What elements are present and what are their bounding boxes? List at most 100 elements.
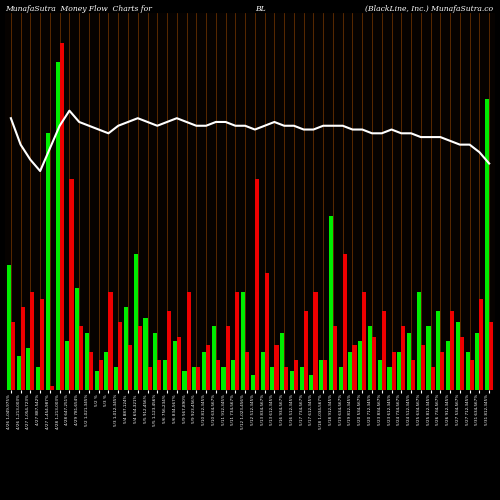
Bar bbox=[163, 360, 167, 390]
Bar bbox=[274, 344, 278, 390]
Bar bbox=[397, 352, 402, 390]
Bar bbox=[11, 322, 15, 390]
Bar bbox=[368, 326, 372, 390]
Bar bbox=[66, 341, 70, 390]
Bar bbox=[333, 326, 337, 390]
Bar bbox=[280, 334, 284, 390]
Text: (BlackLine, Inc.) MunafaSutra.co: (BlackLine, Inc.) MunafaSutra.co bbox=[365, 5, 493, 13]
Bar bbox=[255, 178, 259, 390]
Bar bbox=[348, 352, 352, 390]
Bar bbox=[158, 360, 162, 390]
Bar bbox=[118, 322, 122, 390]
Bar bbox=[226, 326, 230, 390]
Bar bbox=[421, 344, 425, 390]
Bar bbox=[60, 42, 64, 390]
Bar bbox=[270, 368, 274, 390]
Bar bbox=[177, 337, 181, 390]
Bar bbox=[466, 352, 469, 390]
Bar bbox=[134, 254, 138, 390]
Bar bbox=[290, 371, 294, 390]
Bar bbox=[470, 360, 474, 390]
Bar bbox=[358, 341, 362, 390]
Text: MunafaSutra  Money Flow  Charts for: MunafaSutra Money Flow Charts for bbox=[5, 5, 152, 13]
Bar bbox=[485, 100, 489, 390]
Bar bbox=[450, 310, 454, 390]
Bar bbox=[338, 368, 342, 390]
Bar bbox=[153, 334, 158, 390]
Bar bbox=[362, 292, 366, 390]
Bar bbox=[300, 368, 304, 390]
Bar bbox=[104, 352, 108, 390]
Bar bbox=[192, 368, 196, 390]
Bar bbox=[16, 356, 20, 390]
Bar bbox=[426, 326, 430, 390]
Bar bbox=[314, 292, 318, 390]
Bar bbox=[456, 322, 460, 390]
Bar bbox=[416, 292, 421, 390]
Bar bbox=[411, 360, 415, 390]
Bar bbox=[40, 300, 44, 390]
Bar bbox=[212, 326, 216, 390]
Bar bbox=[460, 337, 464, 390]
Bar bbox=[284, 368, 288, 390]
Bar bbox=[36, 368, 40, 390]
Bar bbox=[108, 292, 112, 390]
Bar bbox=[148, 368, 152, 390]
Bar bbox=[489, 322, 493, 390]
Bar bbox=[264, 273, 268, 390]
Bar bbox=[323, 360, 328, 390]
Bar bbox=[440, 352, 444, 390]
Bar bbox=[216, 360, 220, 390]
Bar bbox=[79, 326, 84, 390]
Bar bbox=[85, 334, 89, 390]
Bar bbox=[319, 360, 323, 390]
Bar bbox=[446, 341, 450, 390]
Bar bbox=[26, 348, 30, 390]
Bar bbox=[167, 310, 171, 390]
Bar bbox=[50, 386, 54, 390]
Bar bbox=[75, 288, 79, 390]
Bar bbox=[94, 371, 98, 390]
Bar bbox=[186, 292, 190, 390]
Bar bbox=[392, 352, 396, 390]
Bar bbox=[304, 310, 308, 390]
Bar bbox=[206, 344, 210, 390]
Bar bbox=[114, 368, 118, 390]
Bar bbox=[388, 368, 392, 390]
Bar bbox=[124, 307, 128, 390]
Bar bbox=[329, 216, 333, 390]
Bar bbox=[70, 178, 73, 390]
Bar bbox=[89, 352, 93, 390]
Bar bbox=[144, 318, 148, 390]
Bar bbox=[46, 134, 50, 390]
Bar bbox=[7, 266, 11, 390]
Bar bbox=[232, 360, 235, 390]
Bar bbox=[172, 341, 177, 390]
Bar bbox=[222, 368, 226, 390]
Bar bbox=[436, 310, 440, 390]
Bar bbox=[402, 326, 406, 390]
Bar bbox=[241, 292, 245, 390]
Bar bbox=[352, 344, 356, 390]
Bar bbox=[378, 360, 382, 390]
Bar bbox=[407, 334, 411, 390]
Bar bbox=[128, 344, 132, 390]
Text: BL: BL bbox=[254, 5, 266, 13]
Bar bbox=[476, 334, 480, 390]
Bar bbox=[251, 375, 255, 390]
Bar bbox=[30, 292, 34, 390]
Bar bbox=[245, 352, 249, 390]
Bar bbox=[182, 371, 186, 390]
Bar bbox=[196, 368, 200, 390]
Bar bbox=[202, 352, 206, 390]
Bar bbox=[342, 254, 347, 390]
Bar bbox=[372, 337, 376, 390]
Bar bbox=[236, 292, 240, 390]
Bar bbox=[294, 360, 298, 390]
Bar bbox=[260, 352, 264, 390]
Bar bbox=[310, 375, 314, 390]
Bar bbox=[56, 62, 60, 390]
Bar bbox=[98, 360, 103, 390]
Bar bbox=[382, 310, 386, 390]
Bar bbox=[138, 326, 142, 390]
